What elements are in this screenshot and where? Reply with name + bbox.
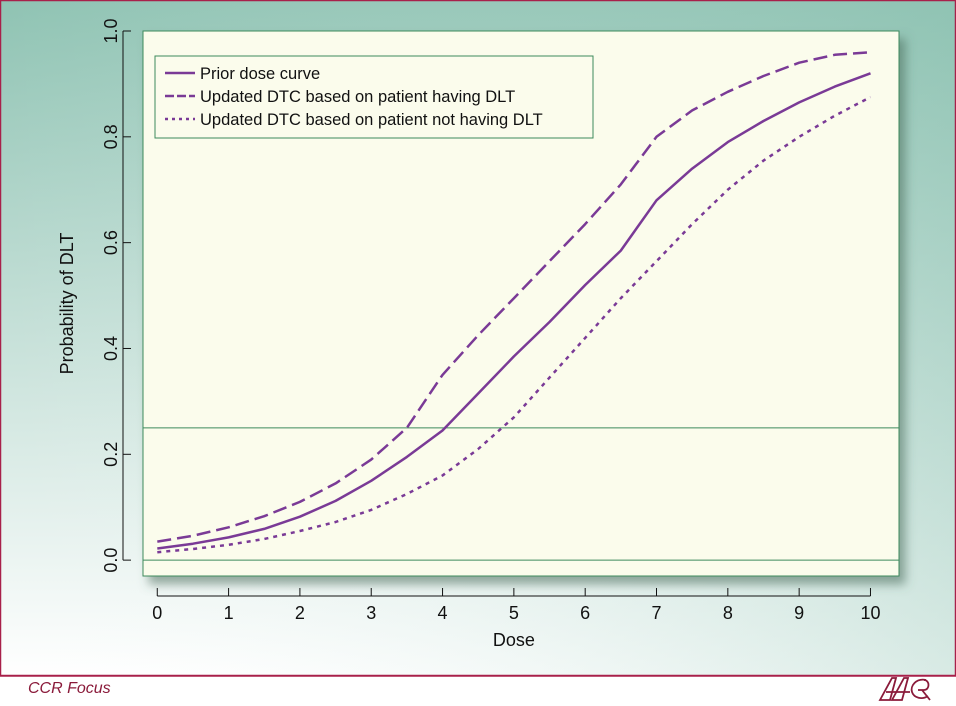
x-tick-label: 1 (224, 603, 234, 623)
y-tick-label: 0.6 (101, 230, 121, 255)
series-line-1 (157, 72, 871, 550)
x-tick-label: 3 (366, 603, 376, 623)
x-tick-label: 0 (152, 603, 162, 623)
series-line-2 (157, 50, 871, 543)
y-tick-label: 1.0 (101, 18, 121, 43)
aacr-logo-icon (878, 677, 931, 701)
x-axis-title: Dose (493, 630, 535, 650)
journal-name: CCR Focus (28, 680, 111, 697)
legend-label-3: Updated DTC based on patient not having … (200, 111, 543, 129)
y-tick-label: 0.2 (101, 442, 121, 467)
x-tick-label: 9 (794, 603, 804, 623)
x-tick-label: 10 (860, 603, 880, 623)
y-tick-label: 0.4 (101, 336, 121, 361)
x-tick-label: 8 (723, 603, 733, 623)
x-tick-label: 7 (652, 603, 662, 623)
x-tick-label: 4 (438, 603, 448, 623)
x-tick-label: 6 (580, 603, 590, 623)
y-tick-label: 0.0 (101, 548, 121, 573)
y-axis-title: Probability of DLT (57, 233, 77, 375)
legend-box (154, 55, 594, 139)
x-tick-label: 2 (295, 603, 305, 623)
y-tick-label: 0.8 (101, 124, 121, 149)
series-line-3 (157, 95, 872, 554)
x-tick-label: 5 (509, 603, 519, 623)
legend-label-2: Updated DTC based on patient having DLT (200, 88, 515, 106)
legend-label-1: Prior dose curve (200, 65, 320, 83)
